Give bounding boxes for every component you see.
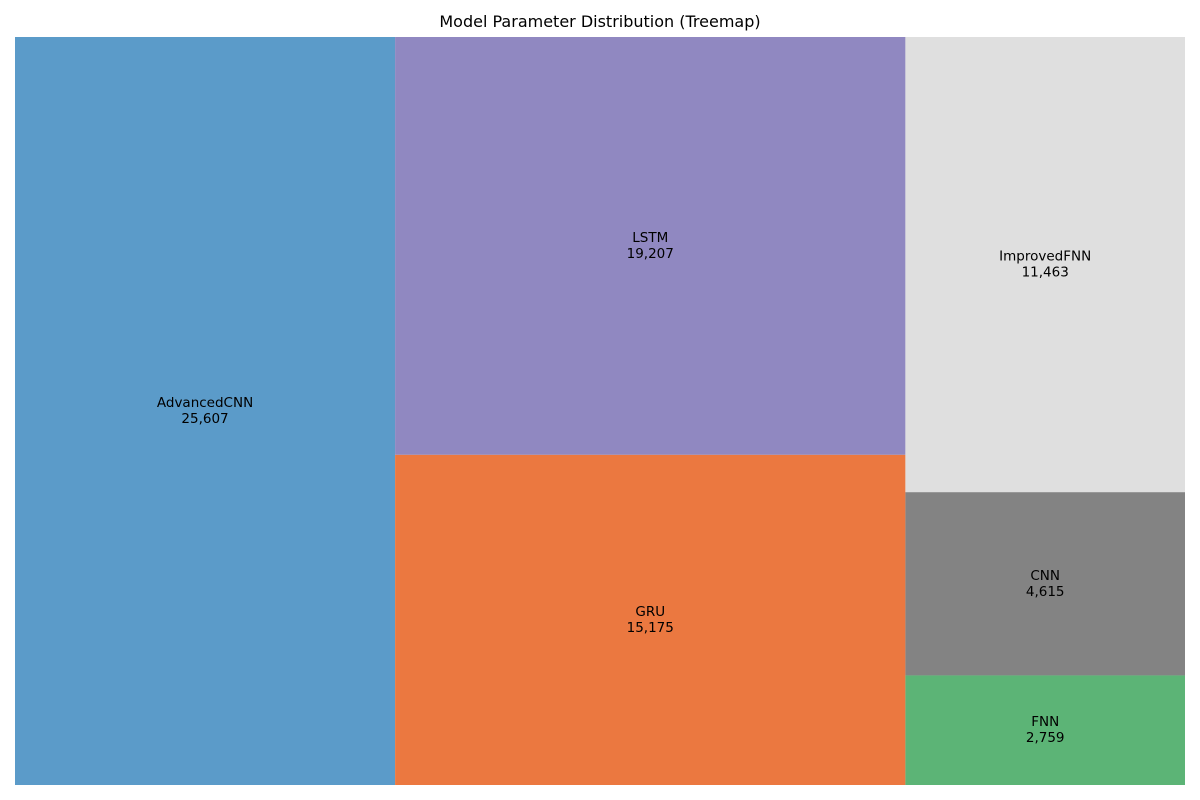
chart-title: Model Parameter Distribution (Treemap): [439, 12, 761, 31]
treemap-rect-advancedcnn: [15, 37, 396, 785]
treemap-label-cnn: CNN: [1030, 568, 1060, 584]
treemap-rect-lstm: [395, 37, 906, 455]
treemap-label-gru: GRU: [635, 604, 665, 620]
treemap-rect-improvedfnn: [905, 37, 1185, 493]
treemap-label-fnn: FNN: [1031, 714, 1059, 730]
treemap-value-advancedcnn: 25,607: [181, 411, 228, 427]
treemap-label-advancedcnn: AdvancedCNN: [157, 395, 253, 411]
treemap-rect-cnn: [905, 492, 1185, 676]
treemap-value-lstm: 19,207: [627, 246, 674, 262]
treemap-label-improvedfnn: ImprovedFNN: [999, 249, 1091, 265]
treemap-value-improvedfnn: 11,463: [1022, 265, 1069, 281]
treemap-value-gru: 15,175: [627, 620, 674, 636]
treemap-label-lstm: LSTM: [632, 230, 668, 246]
treemap-rect-fnn: [905, 675, 1185, 785]
treemap-value-fnn: 2,759: [1026, 730, 1065, 746]
treemap-rect-gru: [395, 454, 906, 785]
treemap-value-cnn: 4,615: [1026, 584, 1065, 600]
